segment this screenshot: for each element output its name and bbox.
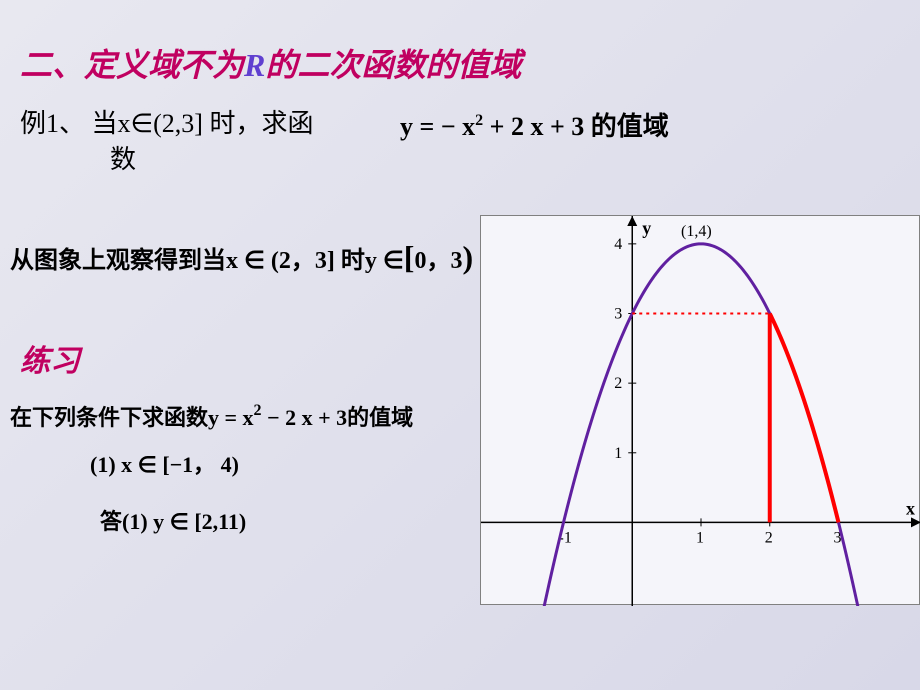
ex-pre: 在下列条件下求函数y = x <box>10 405 254 430</box>
parabola-chart: -11231234xy(1,4) <box>480 215 920 605</box>
ex-exp: 2 <box>254 402 262 419</box>
svg-text:(1,4): (1,4) <box>681 223 712 240</box>
example-line1: 例1、 当x∈(2,3] 时，求函 <box>20 109 313 138</box>
obs-range: 0，3 <box>414 248 462 274</box>
example-line2: 数 <box>20 145 136 174</box>
chart-svg: -11231234xy(1,4) <box>481 216 920 606</box>
example-equation: y = − x2 + 2 x + 3 的值域 <box>400 106 669 143</box>
section-title: 二、定义域不为R的二次函数的值域 <box>0 0 920 86</box>
eq-pre: y = − x <box>400 112 475 141</box>
ex-post: − 2 x + 3的值域 <box>262 405 414 430</box>
obs-rb: ) <box>462 239 473 275</box>
obs-lb: [ <box>404 239 415 275</box>
svg-text:2: 2 <box>765 529 773 546</box>
svg-text:1: 1 <box>614 445 622 462</box>
eq-mid: + 2 x + 3 <box>483 112 591 141</box>
eq-exp: 2 <box>475 112 483 129</box>
title-r: R <box>244 47 265 83</box>
svg-text:4: 4 <box>614 236 622 253</box>
obs-pre: 从图象上观察得到当x ∈ (2，3] 时y ∈ <box>10 248 404 274</box>
svg-text:x: x <box>906 498 915 518</box>
title-suffix: 的二次函数的值域 <box>265 47 521 83</box>
svg-text:y: y <box>642 218 651 238</box>
title-prefix: 二、定义域不为 <box>20 47 244 83</box>
svg-text:3: 3 <box>614 306 622 323</box>
example-row: 例1、 当x∈(2,3] 时，求函 数 y = − x2 + 2 x + 3 的… <box>0 86 920 179</box>
example-label: 例1、 当x∈(2,3] 时，求函 数 <box>20 106 400 179</box>
svg-text:2: 2 <box>614 375 622 392</box>
eq-suffix: 的值域 <box>591 112 669 141</box>
svg-text:1: 1 <box>696 529 704 546</box>
